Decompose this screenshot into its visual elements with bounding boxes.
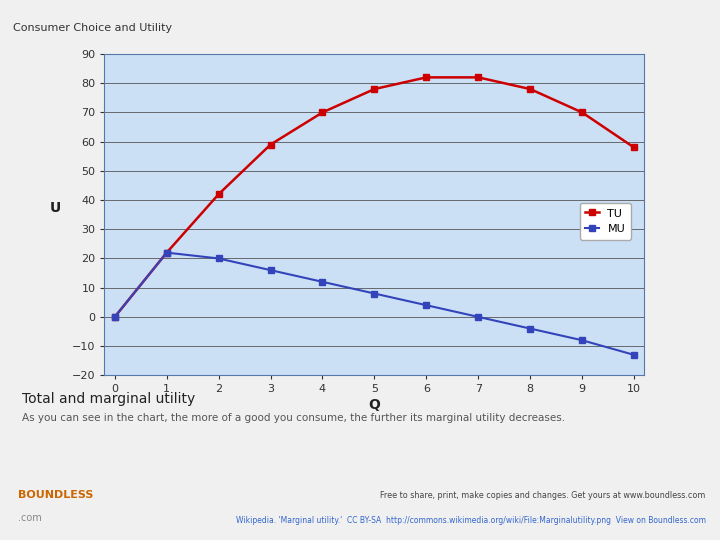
MU bbox=[526, 325, 534, 332]
Text: .com: .com bbox=[18, 513, 42, 523]
MU bbox=[422, 302, 431, 308]
Line: TU: TU bbox=[112, 74, 637, 320]
TU bbox=[215, 191, 223, 198]
Line: MU: MU bbox=[112, 249, 637, 359]
TU bbox=[630, 144, 639, 151]
Text: Free to share, print, make copies and changes. Get yours at www.boundless.com: Free to share, print, make copies and ch… bbox=[380, 491, 706, 500]
MU bbox=[266, 267, 275, 273]
MU bbox=[474, 314, 482, 320]
Text: Total and marginal utility: Total and marginal utility bbox=[22, 392, 195, 406]
X-axis label: Q: Q bbox=[369, 399, 380, 413]
TU bbox=[577, 109, 586, 116]
MU bbox=[370, 291, 379, 297]
TU bbox=[422, 74, 431, 80]
MU bbox=[163, 249, 171, 256]
TU bbox=[474, 74, 482, 80]
Y-axis label: U: U bbox=[50, 201, 60, 215]
TU bbox=[318, 109, 327, 116]
MU bbox=[630, 352, 639, 358]
TU bbox=[526, 86, 534, 92]
TU bbox=[370, 86, 379, 92]
TU bbox=[110, 314, 119, 320]
Text: BOUNDLESS: BOUNDLESS bbox=[18, 490, 94, 500]
TU bbox=[163, 249, 171, 256]
Text: As you can see in the chart, the more of a good you consume, the further its mar: As you can see in the chart, the more of… bbox=[22, 413, 564, 423]
MU bbox=[215, 255, 223, 262]
MU bbox=[577, 337, 586, 343]
MU bbox=[110, 314, 119, 320]
MU bbox=[318, 279, 327, 285]
Text: Wikipedia. 'Marginal utility.'  CC BY-SA  http://commons.wikimedia.org/wiki/File: Wikipedia. 'Marginal utility.' CC BY-SA … bbox=[235, 516, 706, 525]
Legend: TU, MU: TU, MU bbox=[580, 202, 631, 240]
Text: Consumer Choice and Utility: Consumer Choice and Utility bbox=[13, 23, 172, 33]
TU bbox=[266, 141, 275, 148]
